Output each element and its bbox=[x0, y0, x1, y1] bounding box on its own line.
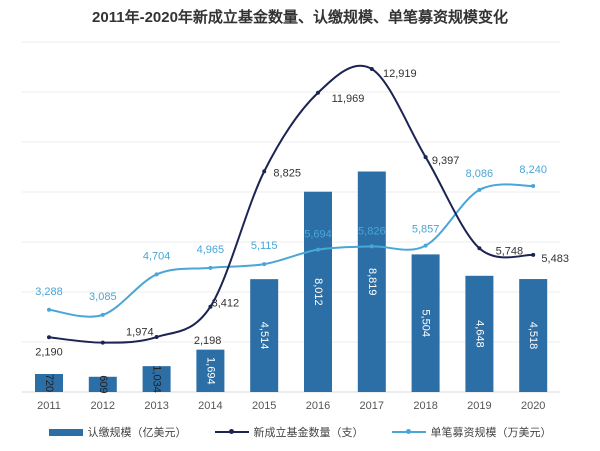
x-tick-label: 2013 bbox=[144, 400, 168, 412]
bar bbox=[411, 254, 440, 392]
legend-item-fund-count: 新成立基金数量（支） bbox=[214, 424, 364, 440]
point-avg-size bbox=[316, 247, 320, 252]
line-data-label: 3,085 bbox=[89, 291, 117, 303]
point-avg-size bbox=[369, 244, 374, 249]
legend-swatch-line bbox=[214, 429, 249, 434]
line-data-label: 3,412 bbox=[212, 298, 240, 310]
bar-data-label: 1,034 bbox=[151, 365, 163, 393]
point-fund-count bbox=[423, 155, 428, 160]
point-avg-size bbox=[531, 184, 536, 188]
bar-data-label: 609 bbox=[97, 375, 109, 393]
bar-data-label: 720 bbox=[43, 374, 55, 392]
x-tick-label: 2016 bbox=[306, 400, 330, 412]
point-avg-size bbox=[154, 272, 159, 277]
line-fund-count bbox=[48, 64, 534, 344]
bar bbox=[142, 366, 171, 392]
point-avg-size bbox=[477, 187, 482, 192]
point-fund-count bbox=[208, 304, 213, 309]
bar-data-label: 8,819 bbox=[366, 268, 378, 296]
point-avg-size bbox=[208, 265, 213, 270]
legend-label: 单笔募资规模（万美元） bbox=[430, 427, 552, 439]
line-data-label: 8,240 bbox=[519, 164, 547, 176]
x-tick-label: 2015 bbox=[252, 400, 276, 412]
x-tick-label: 2018 bbox=[413, 400, 437, 412]
x-tick-label: 2014 bbox=[198, 400, 222, 412]
point-avg-size bbox=[262, 262, 267, 267]
line-data-label: 9,397 bbox=[432, 155, 460, 167]
point-avg-size bbox=[100, 312, 105, 317]
legend: 认缴规模（亿美元） 新成立基金数量（支） 单笔募资规模（万美元） bbox=[0, 424, 600, 440]
bar bbox=[196, 349, 225, 392]
legend-item-avg-size: 单笔募资规模（万美元） bbox=[391, 424, 552, 440]
bar bbox=[250, 279, 279, 392]
line-data-label: 5,857 bbox=[412, 224, 440, 236]
point-fund-count bbox=[262, 169, 267, 174]
bar bbox=[357, 171, 386, 392]
bar bbox=[519, 279, 548, 392]
point-fund-count bbox=[531, 252, 536, 257]
point-fund-count bbox=[100, 340, 105, 345]
legend-item-bar: 认缴规模（亿美元） bbox=[48, 424, 187, 440]
x-tick-label: 2017 bbox=[360, 400, 384, 412]
line-data-label: 4,704 bbox=[143, 250, 171, 262]
line-data-label: 5,826 bbox=[358, 225, 386, 237]
bar-data-label: 8,012 bbox=[312, 278, 324, 306]
line-data-label: 8,086 bbox=[466, 168, 494, 180]
line-data-label: 5,483 bbox=[541, 253, 569, 265]
line-data-label: 11,969 bbox=[332, 93, 365, 105]
point-fund-count bbox=[316, 90, 320, 95]
bar-data-label: 4,514 bbox=[258, 322, 270, 350]
line-data-label: 5,694 bbox=[304, 229, 332, 241]
line-data-label: 5,748 bbox=[496, 245, 524, 257]
line-avg-size bbox=[48, 183, 534, 318]
bar-data-label: 4,518 bbox=[527, 322, 539, 350]
point-avg-size bbox=[423, 243, 428, 248]
bar bbox=[35, 374, 63, 392]
legend-label: 认缴规模（亿美元） bbox=[87, 427, 187, 439]
bar-data-label: 5,504 bbox=[420, 309, 432, 337]
bar bbox=[304, 191, 332, 392]
chart-title: 2011年-2020年新成立基金数量、认缴规模、单笔募资规模变化 bbox=[92, 9, 508, 26]
bar-data-label: 1,694 bbox=[204, 357, 216, 385]
line-data-label: 8,825 bbox=[273, 167, 301, 179]
line-data-label: 4,965 bbox=[197, 244, 225, 256]
line-data-label: 5,115 bbox=[251, 240, 278, 252]
line-data-label: 1,974 bbox=[126, 327, 154, 339]
legend-label: 新成立基金数量（支） bbox=[253, 427, 364, 439]
x-tick-label: 2012 bbox=[91, 400, 115, 412]
legend-swatch-line bbox=[391, 429, 426, 434]
line-data-label: 3,288 bbox=[35, 286, 63, 298]
bar bbox=[465, 275, 494, 392]
bar bbox=[88, 376, 117, 392]
x-tick-label: 2011 bbox=[37, 400, 61, 412]
point-fund-count bbox=[369, 67, 374, 72]
line-data-label: 12,919 bbox=[383, 68, 417, 80]
line-data-label: 2,190 bbox=[35, 346, 63, 358]
point-fund-count bbox=[47, 335, 51, 340]
line-data-label: 2,198 bbox=[194, 335, 222, 347]
legend-swatch-bar bbox=[48, 428, 83, 436]
x-tick-label: 2019 bbox=[467, 400, 491, 412]
point-avg-size bbox=[47, 307, 51, 312]
bar-data-label: 4,648 bbox=[473, 320, 485, 348]
x-tick-label: 2020 bbox=[521, 400, 545, 412]
point-fund-count bbox=[154, 335, 159, 340]
point-fund-count bbox=[477, 246, 482, 251]
